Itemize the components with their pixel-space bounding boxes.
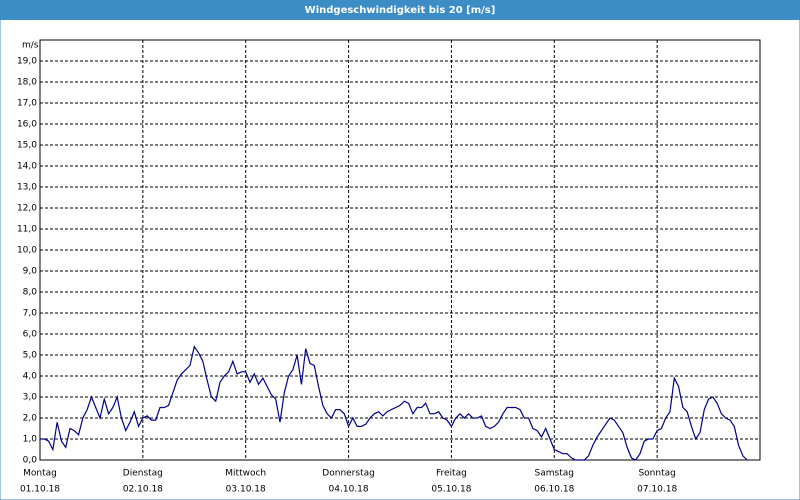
x-tick-date: 02.10.18 [123,485,163,495]
y-tick-label: 10,0 [17,246,37,256]
x-tick-date: 03.10.18 [226,485,266,495]
chart-title: Windgeschwindigkeit bis 20 [m/s] [305,5,496,16]
y-tick-label: 4,0 [23,372,38,382]
y-tick-label: 17,0 [17,99,37,109]
y-tick-label: 16,0 [17,120,37,130]
y-tick-label: 19,0 [17,57,37,67]
x-tick-label: Montag [23,469,57,479]
y-tick-label: 12,0 [17,204,37,214]
x-tick-label: Mittwoch [225,469,266,479]
y-tick-label: 11,0 [17,225,37,235]
y-tick-label: 18,0 [17,78,37,88]
y-tick-label: 5,0 [23,351,38,361]
y-tick-label: 8,0 [23,288,38,298]
x-tick-date: 05.10.18 [431,485,471,495]
x-tick-label: Sonntag [638,469,675,479]
x-tick-label: Dienstag [123,469,163,479]
x-tick-label: Donnerstag [322,469,375,479]
y-tick-label: 1,0 [23,435,38,445]
x-tick-date: 06.10.18 [534,485,574,495]
x-tick-label: Freitag [436,469,467,479]
x-tick-date: 07.10.18 [637,485,677,495]
x-tick-date: 01.10.18 [20,485,60,495]
y-tick-label: 6,0 [23,330,38,340]
y-tick-label: 0,0 [23,456,38,466]
y-tick-label: 3,0 [23,393,38,403]
title-bar [0,0,800,20]
y-tick-label: 14,0 [17,162,37,172]
line-series [40,345,748,461]
y-axis-label: m/s [22,41,39,51]
y-tick-label: 2,0 [23,414,38,424]
y-tick-label: 9,0 [23,267,38,277]
y-tick-label: 15,0 [17,141,37,151]
x-tick-date: 04.10.18 [329,485,369,495]
y-tick-label: 7,0 [23,309,38,319]
y-tick-label: 13,0 [17,183,37,193]
x-tick-label: Samstag [535,469,574,479]
